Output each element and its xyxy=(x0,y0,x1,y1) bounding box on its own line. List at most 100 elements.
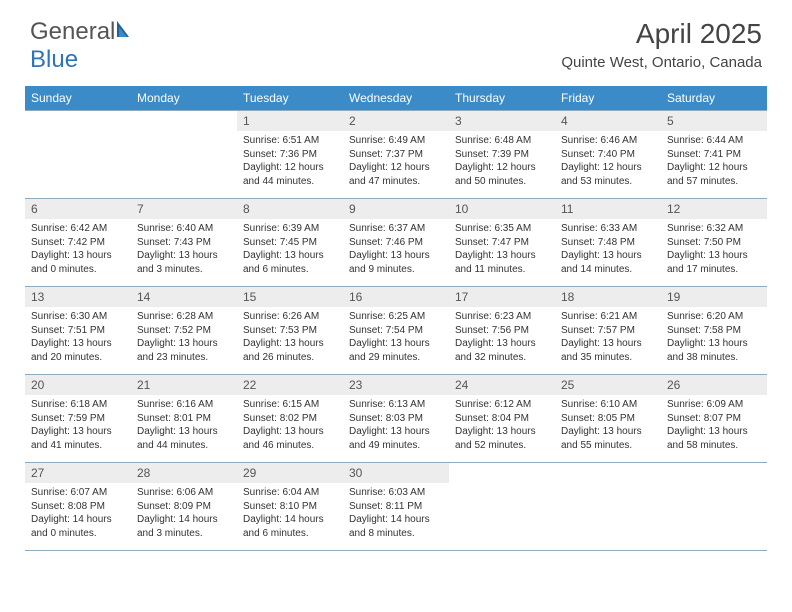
daylight-text: Daylight: 13 hours and 29 minutes. xyxy=(349,337,443,364)
daylight-text: Daylight: 13 hours and 44 minutes. xyxy=(137,425,231,452)
day-details: Sunrise: 6:03 AMSunset: 8:11 PMDaylight:… xyxy=(343,483,449,544)
day-details: Sunrise: 6:10 AMSunset: 8:05 PMDaylight:… xyxy=(555,395,661,456)
day-number: 24 xyxy=(449,375,555,395)
sunset-text: Sunset: 7:43 PM xyxy=(137,236,231,250)
day-details: Sunrise: 6:44 AMSunset: 7:41 PMDaylight:… xyxy=(661,131,767,192)
day-cell: 17Sunrise: 6:23 AMSunset: 7:56 PMDayligh… xyxy=(449,287,555,375)
day-cell xyxy=(555,463,661,551)
day-details: Sunrise: 6:09 AMSunset: 8:07 PMDaylight:… xyxy=(661,395,767,456)
sunset-text: Sunset: 8:05 PM xyxy=(561,412,655,426)
day-cell: 20Sunrise: 6:18 AMSunset: 7:59 PMDayligh… xyxy=(25,375,131,463)
week-row: 1Sunrise: 6:51 AMSunset: 7:36 PMDaylight… xyxy=(25,111,767,199)
daylight-text: Daylight: 13 hours and 49 minutes. xyxy=(349,425,443,452)
day-details: Sunrise: 6:25 AMSunset: 7:54 PMDaylight:… xyxy=(343,307,449,368)
day-number: 27 xyxy=(25,463,131,483)
day-number: 30 xyxy=(343,463,449,483)
sail-icon xyxy=(115,18,137,46)
sunrise-text: Sunrise: 6:49 AM xyxy=(349,134,443,148)
calendar-head: SundayMondayTuesdayWednesdayThursdayFrid… xyxy=(25,86,767,111)
daylight-text: Daylight: 13 hours and 52 minutes. xyxy=(455,425,549,452)
sunset-text: Sunset: 7:47 PM xyxy=(455,236,549,250)
day-cell: 30Sunrise: 6:03 AMSunset: 8:11 PMDayligh… xyxy=(343,463,449,551)
day-details: Sunrise: 6:06 AMSunset: 8:09 PMDaylight:… xyxy=(131,483,237,544)
sunrise-text: Sunrise: 6:40 AM xyxy=(137,222,231,236)
sunset-text: Sunset: 7:52 PM xyxy=(137,324,231,338)
sunset-text: Sunset: 7:53 PM xyxy=(243,324,337,338)
daylight-text: Daylight: 13 hours and 9 minutes. xyxy=(349,249,443,276)
day-number: 17 xyxy=(449,287,555,307)
day-number: 22 xyxy=(237,375,343,395)
day-details: Sunrise: 6:07 AMSunset: 8:08 PMDaylight:… xyxy=(25,483,131,544)
daylight-text: Daylight: 14 hours and 0 minutes. xyxy=(31,513,125,540)
sunrise-text: Sunrise: 6:37 AM xyxy=(349,222,443,236)
day-details: Sunrise: 6:13 AMSunset: 8:03 PMDaylight:… xyxy=(343,395,449,456)
sunset-text: Sunset: 7:41 PM xyxy=(667,148,761,162)
sunset-text: Sunset: 7:45 PM xyxy=(243,236,337,250)
daylight-text: Daylight: 13 hours and 46 minutes. xyxy=(243,425,337,452)
sunrise-text: Sunrise: 6:20 AM xyxy=(667,310,761,324)
day-cell: 26Sunrise: 6:09 AMSunset: 8:07 PMDayligh… xyxy=(661,375,767,463)
week-row: 13Sunrise: 6:30 AMSunset: 7:51 PMDayligh… xyxy=(25,287,767,375)
calendar-body: 1Sunrise: 6:51 AMSunset: 7:36 PMDaylight… xyxy=(25,111,767,551)
day-number: 19 xyxy=(661,287,767,307)
daylight-text: Daylight: 13 hours and 23 minutes. xyxy=(137,337,231,364)
sunrise-text: Sunrise: 6:07 AM xyxy=(31,486,125,500)
day-details: Sunrise: 6:39 AMSunset: 7:45 PMDaylight:… xyxy=(237,219,343,280)
day-number: 10 xyxy=(449,199,555,219)
brand-logo: GeneralBlue xyxy=(30,18,137,74)
daylight-text: Daylight: 13 hours and 20 minutes. xyxy=(31,337,125,364)
title-block: April 2025 Quinte West, Ontario, Canada xyxy=(561,18,762,71)
day-cell: 6Sunrise: 6:42 AMSunset: 7:42 PMDaylight… xyxy=(25,199,131,287)
daylight-text: Daylight: 13 hours and 0 minutes. xyxy=(31,249,125,276)
day-number: 2 xyxy=(343,111,449,131)
daylight-text: Daylight: 13 hours and 55 minutes. xyxy=(561,425,655,452)
day-cell: 1Sunrise: 6:51 AMSunset: 7:36 PMDaylight… xyxy=(237,111,343,199)
day-number: 23 xyxy=(343,375,449,395)
sunset-text: Sunset: 8:02 PM xyxy=(243,412,337,426)
day-number: 12 xyxy=(661,199,767,219)
day-cell: 11Sunrise: 6:33 AMSunset: 7:48 PMDayligh… xyxy=(555,199,661,287)
sunrise-text: Sunrise: 6:46 AM xyxy=(561,134,655,148)
day-header: Wednesday xyxy=(343,86,449,111)
sunset-text: Sunset: 8:03 PM xyxy=(349,412,443,426)
sunset-text: Sunset: 7:36 PM xyxy=(243,148,337,162)
page-header: GeneralBlue April 2025 Quinte West, Onta… xyxy=(0,0,792,78)
daylight-text: Daylight: 14 hours and 8 minutes. xyxy=(349,513,443,540)
brand-part1: General xyxy=(30,18,115,45)
sunrise-text: Sunrise: 6:48 AM xyxy=(455,134,549,148)
day-details: Sunrise: 6:23 AMSunset: 7:56 PMDaylight:… xyxy=(449,307,555,368)
daylight-text: Daylight: 13 hours and 32 minutes. xyxy=(455,337,549,364)
sunrise-text: Sunrise: 6:51 AM xyxy=(243,134,337,148)
day-number: 5 xyxy=(661,111,767,131)
sunrise-text: Sunrise: 6:42 AM xyxy=(31,222,125,236)
day-details: Sunrise: 6:21 AMSunset: 7:57 PMDaylight:… xyxy=(555,307,661,368)
sunrise-text: Sunrise: 6:15 AM xyxy=(243,398,337,412)
day-cell: 8Sunrise: 6:39 AMSunset: 7:45 PMDaylight… xyxy=(237,199,343,287)
sunset-text: Sunset: 7:39 PM xyxy=(455,148,549,162)
sunset-text: Sunset: 7:37 PM xyxy=(349,148,443,162)
daylight-text: Daylight: 13 hours and 41 minutes. xyxy=(31,425,125,452)
day-cell: 10Sunrise: 6:35 AMSunset: 7:47 PMDayligh… xyxy=(449,199,555,287)
sunset-text: Sunset: 7:40 PM xyxy=(561,148,655,162)
day-cell: 27Sunrise: 6:07 AMSunset: 8:08 PMDayligh… xyxy=(25,463,131,551)
daylight-text: Daylight: 12 hours and 44 minutes. xyxy=(243,161,337,188)
sunset-text: Sunset: 7:46 PM xyxy=(349,236,443,250)
day-details: Sunrise: 6:32 AMSunset: 7:50 PMDaylight:… xyxy=(661,219,767,280)
week-row: 6Sunrise: 6:42 AMSunset: 7:42 PMDaylight… xyxy=(25,199,767,287)
day-details: Sunrise: 6:28 AMSunset: 7:52 PMDaylight:… xyxy=(131,307,237,368)
daylight-text: Daylight: 14 hours and 3 minutes. xyxy=(137,513,231,540)
day-header: Monday xyxy=(131,86,237,111)
day-cell: 19Sunrise: 6:20 AMSunset: 7:58 PMDayligh… xyxy=(661,287,767,375)
sunrise-text: Sunrise: 6:10 AM xyxy=(561,398,655,412)
sunrise-text: Sunrise: 6:12 AM xyxy=(455,398,549,412)
month-title: April 2025 xyxy=(561,18,762,50)
day-details: Sunrise: 6:16 AMSunset: 8:01 PMDaylight:… xyxy=(131,395,237,456)
day-number: 28 xyxy=(131,463,237,483)
sunset-text: Sunset: 7:48 PM xyxy=(561,236,655,250)
day-cell: 28Sunrise: 6:06 AMSunset: 8:09 PMDayligh… xyxy=(131,463,237,551)
brand-text: GeneralBlue xyxy=(30,18,137,74)
day-details: Sunrise: 6:26 AMSunset: 7:53 PMDaylight:… xyxy=(237,307,343,368)
day-number: 26 xyxy=(661,375,767,395)
day-cell: 25Sunrise: 6:10 AMSunset: 8:05 PMDayligh… xyxy=(555,375,661,463)
day-number: 15 xyxy=(237,287,343,307)
